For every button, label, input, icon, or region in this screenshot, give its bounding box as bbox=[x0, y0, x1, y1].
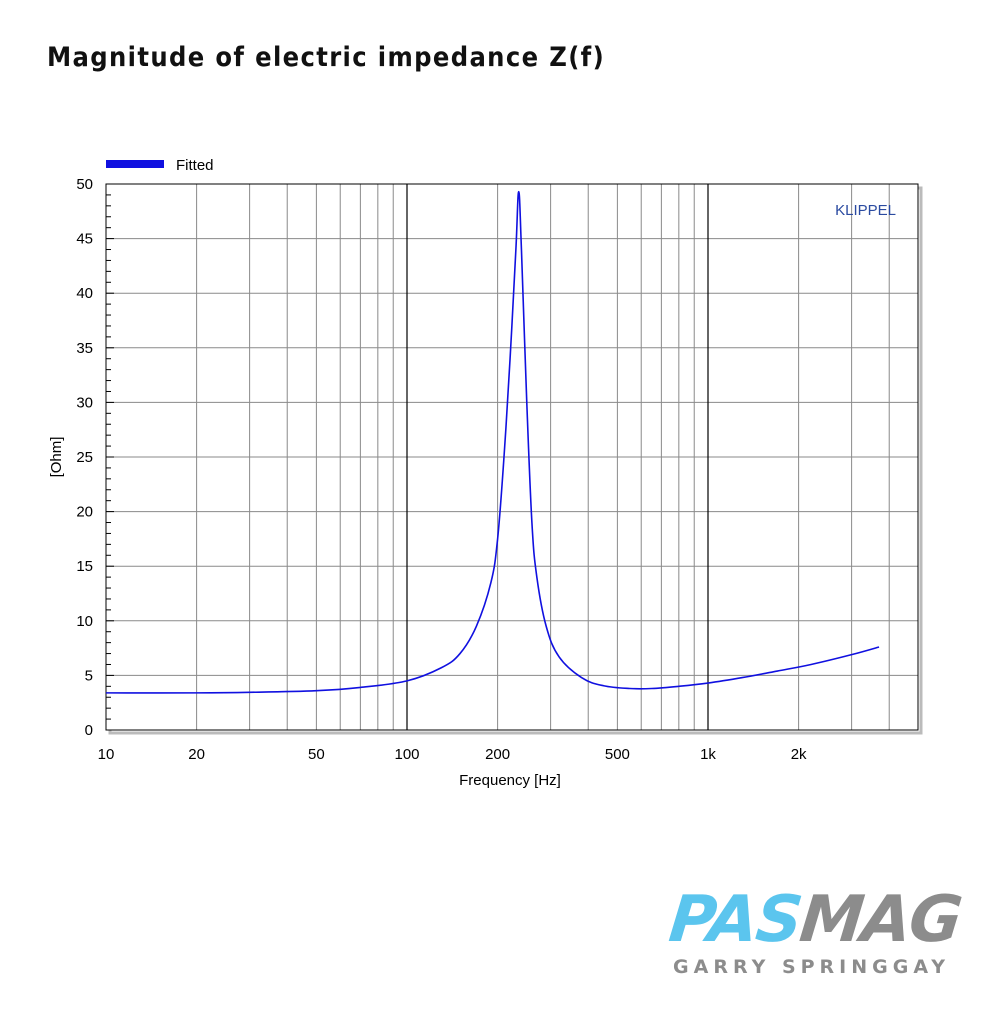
frame-shadow bbox=[108, 186, 923, 735]
y-tick-labels: 0 5 10 15 20 25 30 35 40 45 50 bbox=[76, 176, 93, 739]
y-tick-label: 45 bbox=[76, 231, 93, 248]
major-grid bbox=[406, 184, 709, 730]
legend-swatch bbox=[106, 160, 164, 168]
y-minor-ticks bbox=[106, 183, 114, 731]
y-axis-label: [Ohm] bbox=[48, 437, 65, 478]
legend-label: Fitted bbox=[176, 157, 214, 174]
y-tick-label: 10 bbox=[76, 613, 93, 630]
y-tick-label: 5 bbox=[85, 667, 93, 684]
pasmag-logo: PASMAG GARRY SPRINGGAY bbox=[660, 883, 964, 978]
x-tick-label: 500 bbox=[605, 746, 630, 763]
page-title: Magnitude of electric impedance Z(f) bbox=[47, 42, 606, 73]
x-tick-label: 200 bbox=[485, 746, 510, 763]
y-tick-label: 35 bbox=[76, 340, 93, 357]
x-tick-labels: 10 20 50 100 200 500 1k 2k bbox=[98, 746, 807, 763]
y-tick-label: 40 bbox=[76, 285, 93, 302]
y-tick-label: 15 bbox=[76, 558, 93, 575]
legend: Fitted bbox=[106, 157, 214, 174]
x-tick-label: 1k bbox=[700, 746, 716, 763]
logo-mag: MAG bbox=[796, 883, 964, 957]
series-line-fitted bbox=[105, 190, 880, 694]
x-tick-label: 20 bbox=[188, 746, 205, 763]
y-tick-label: 20 bbox=[76, 504, 93, 521]
y-tick-label: 50 bbox=[76, 176, 93, 193]
y-tick-label: 25 bbox=[76, 449, 93, 466]
y-tick-label: 30 bbox=[76, 394, 93, 411]
logo-byline: GARRY SPRINGGAY bbox=[673, 956, 950, 978]
series-group bbox=[105, 190, 880, 694]
x-tick-label: 2k bbox=[791, 746, 807, 763]
y-tick-label: 0 bbox=[85, 722, 93, 739]
klippel-watermark: KLIPPEL bbox=[835, 202, 896, 219]
logo-pas: PAS bbox=[665, 883, 805, 957]
x-axis-label: Frequency [Hz] bbox=[459, 772, 561, 789]
plot-frame bbox=[105, 183, 919, 731]
x-tick-label: 50 bbox=[308, 746, 325, 763]
minor-grid bbox=[106, 184, 918, 730]
x-tick-label: 10 bbox=[98, 746, 115, 763]
x-tick-label: 100 bbox=[394, 746, 419, 763]
